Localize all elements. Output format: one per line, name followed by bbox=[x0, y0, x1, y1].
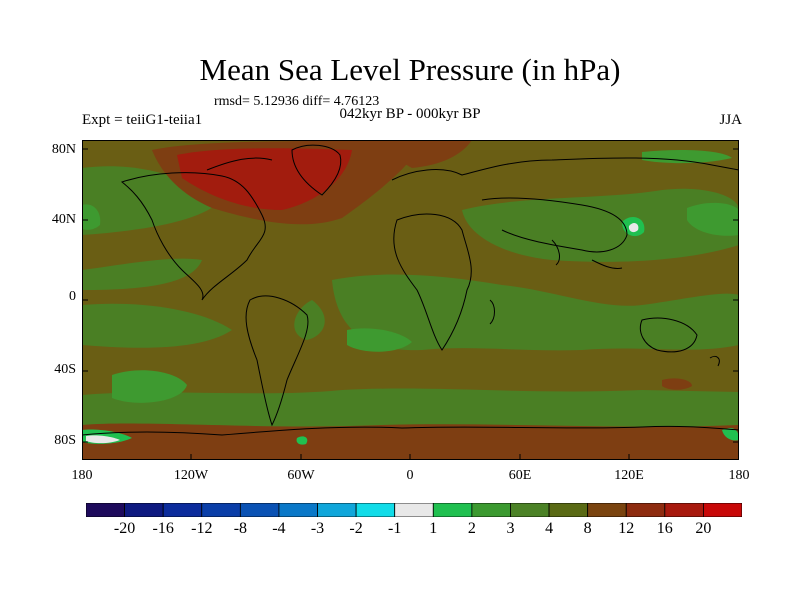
lon-tick-label: 60W bbox=[287, 468, 315, 483]
colorbar-label: 8 bbox=[583, 520, 592, 537]
colorbar-box bbox=[432, 503, 473, 517]
colorbar-label: -2 bbox=[349, 520, 363, 537]
colorbar-label: 4 bbox=[545, 520, 554, 537]
lat-tick-label: 40N bbox=[51, 212, 76, 227]
colorbar-box bbox=[548, 503, 589, 517]
colorbar-box bbox=[317, 503, 357, 517]
colorbar-box bbox=[201, 503, 241, 517]
colorbar-box bbox=[471, 503, 511, 517]
lon-tick-label: 180 bbox=[728, 468, 750, 483]
colorbar-label: 1 bbox=[429, 520, 438, 537]
colorbar-box bbox=[278, 503, 318, 517]
colorbar-box bbox=[394, 503, 434, 517]
season-label: JJA bbox=[719, 112, 742, 128]
coastlines bbox=[82, 144, 739, 436]
pressure-difference-map bbox=[82, 140, 739, 460]
experiment-label: Expt = teiiG1-teiia1 bbox=[82, 112, 203, 128]
colorbar-label: 16 bbox=[656, 520, 673, 537]
lon-tick-label: 180 bbox=[71, 468, 93, 483]
colorbar-label: -12 bbox=[191, 520, 213, 537]
moderate-anomaly-regions bbox=[82, 166, 739, 460]
colorbar-box bbox=[355, 503, 396, 517]
colorbar-label: 3 bbox=[506, 520, 515, 537]
colorbar-label: -4 bbox=[272, 520, 286, 537]
colorbar-label: -20 bbox=[113, 520, 136, 537]
colorbar-label: 20 bbox=[695, 520, 712, 537]
lat-tick-label: 80N bbox=[51, 142, 76, 157]
lon-tick-label: 0 bbox=[406, 468, 414, 483]
lon-tick-label: 60E bbox=[508, 468, 532, 483]
colorbar-label: -3 bbox=[310, 520, 325, 537]
lat-tick-label: 0 bbox=[69, 289, 76, 304]
stats-text: rmsd= 5.12936 diff= 4.76123 bbox=[214, 94, 380, 109]
weak-anomaly-regions bbox=[82, 150, 739, 403]
colorbar-label: -8 bbox=[233, 520, 248, 537]
colorbar-box bbox=[587, 503, 627, 517]
colorbar-box bbox=[703, 503, 742, 517]
near-zero-regions bbox=[82, 217, 739, 445]
map-title: Mean Sea Level Pressure (in hPa) bbox=[199, 52, 621, 87]
colorbar bbox=[86, 503, 742, 517]
lat-tick-label: 80S bbox=[54, 433, 76, 448]
lon-tick-label: 120E bbox=[614, 468, 644, 483]
colorbar-label: -16 bbox=[152, 520, 174, 537]
lon-tick-label: 120W bbox=[173, 468, 209, 483]
colorbar-box bbox=[86, 503, 125, 517]
colorbar-label: 2 bbox=[467, 520, 476, 537]
colorbar-label: -1 bbox=[388, 520, 402, 537]
colorbar-label: 12 bbox=[618, 520, 635, 537]
map-ticks bbox=[82, 148, 739, 460]
colorbar-box bbox=[625, 503, 666, 517]
colorbar-box bbox=[510, 503, 550, 517]
colorbar-box bbox=[162, 503, 203, 517]
colorbar-box bbox=[239, 503, 280, 517]
colorbar-box bbox=[124, 503, 164, 517]
lat-tick-label: 40S bbox=[54, 362, 76, 377]
period-text: 042kyr BP - 000kyr BP bbox=[339, 106, 481, 122]
colorbar-box bbox=[664, 503, 704, 517]
